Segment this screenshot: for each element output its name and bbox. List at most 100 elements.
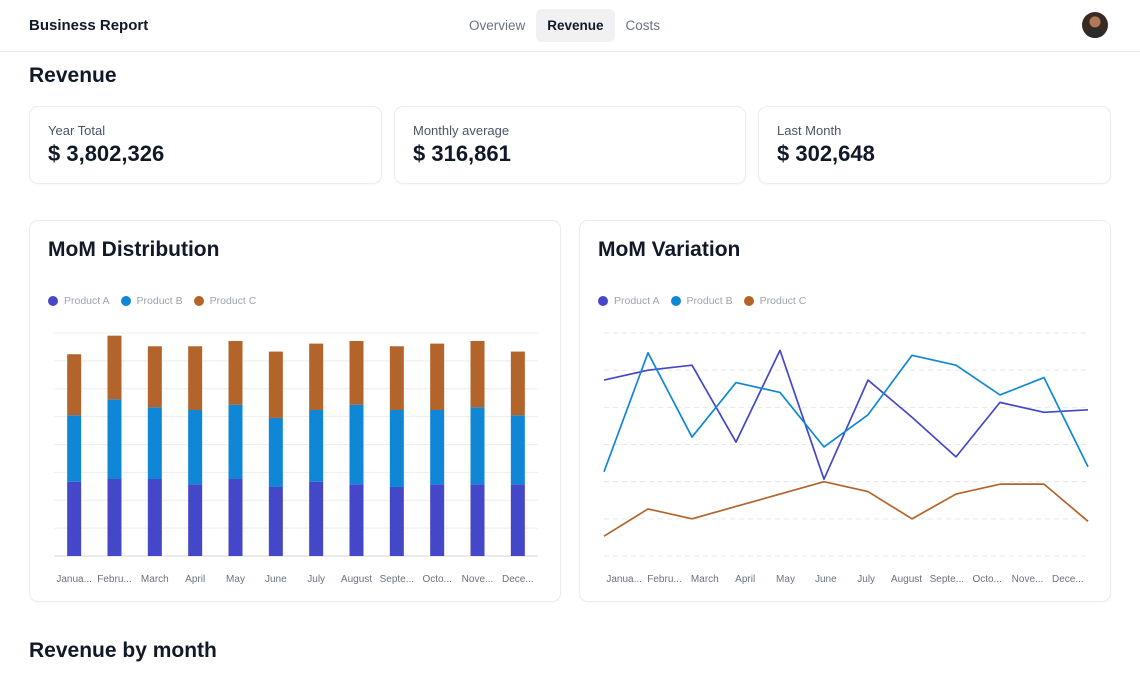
legend-item-product-c[interactable]: Product C [193, 295, 257, 307]
bar-segment [67, 354, 82, 416]
x-tick-label: Janua... [56, 574, 92, 585]
bar-segment [268, 486, 283, 556]
kpi-label: Monthly average [413, 123, 510, 138]
kpi-label: Year Total [48, 123, 106, 138]
legend-swatch [743, 296, 754, 306]
user-avatar[interactable] [1082, 12, 1108, 38]
nav-tabs: Overview Revenue Costs [458, 9, 671, 42]
chart-legend: Product A Product B Product C [598, 295, 817, 307]
legend-swatch [120, 296, 131, 306]
legend-label: Product B [136, 295, 183, 307]
bar-segment [389, 409, 404, 487]
bar-segment [309, 343, 324, 410]
x-tick-label: Nove... [1012, 574, 1044, 585]
bar-segment [389, 346, 404, 410]
kpi-card-monthly-average: Monthly average $ 316,861 [394, 106, 746, 184]
legend-label: Product A [64, 295, 110, 307]
bar-segment [309, 409, 324, 482]
legend-label: Product C [759, 295, 807, 307]
legend-swatch [598, 296, 608, 306]
bar-segment [510, 484, 525, 556]
bar-segment [228, 479, 243, 556]
bar-segment [510, 415, 525, 485]
legend-swatch [193, 296, 204, 306]
series-line [603, 480, 1089, 537]
bar-segment [67, 481, 82, 556]
bar-segment [349, 404, 364, 485]
x-tick-label: Nove... [462, 574, 494, 585]
tab-overview[interactable]: Overview [469, 18, 526, 33]
bar-segment [268, 351, 283, 418]
legend-item-product-a[interactable]: Product A [598, 295, 660, 307]
kpi-card-last-month: Last Month $ 302,648 [758, 106, 1111, 184]
distribution-chart: Janua... Febru... March April May June July Aug… [54, 332, 538, 585]
bar-segment [349, 484, 364, 556]
x-tick-label: Octo... [972, 574, 1001, 585]
x-tick-label: Octo... [422, 574, 451, 585]
section-title-revenue-by-month: Revenue by month [29, 639, 217, 662]
x-tick-label: Septe... [930, 574, 964, 585]
x-tick-label: Septe... [380, 574, 414, 585]
page-title: Revenue [29, 64, 117, 87]
bar-segment [228, 404, 243, 480]
bar-segment [430, 409, 445, 485]
x-tick-label: Dece... [1052, 574, 1084, 585]
x-tick-label: June [265, 574, 287, 585]
legend-item-product-b[interactable]: Product B [120, 295, 183, 307]
series-line [603, 351, 1089, 473]
x-tick-label: April [185, 574, 205, 585]
legend-item-product-c[interactable]: Product C [743, 295, 807, 307]
kpi-value: $ 302,648 [777, 141, 875, 166]
bar-segment [147, 346, 162, 408]
bar-segment [188, 346, 203, 410]
legend-label: Product C [209, 295, 257, 307]
x-tick-label: Janua... [606, 574, 642, 585]
bar-segment [228, 340, 243, 405]
bar-segment [470, 407, 485, 485]
bar-segment [147, 407, 162, 480]
legend-item-product-b[interactable]: Product B [670, 295, 733, 307]
legend-swatch [670, 296, 681, 306]
x-tick-label: March [141, 574, 169, 585]
legend-swatch [48, 296, 58, 306]
bar-segment [147, 479, 162, 556]
series-line [603, 349, 1089, 481]
bar-segment [349, 340, 364, 405]
variation-chart: Janua... Febru... March April May June July Aug… [603, 332, 1089, 585]
bar-segment [430, 343, 445, 410]
legend-item-product-a[interactable]: Product A [48, 295, 110, 307]
brand-title: Business Report [29, 17, 149, 34]
bar-segment [67, 415, 82, 482]
kpi-value: $ 316,861 [413, 141, 511, 166]
bar-segment [107, 335, 122, 400]
bar-segment [470, 484, 485, 556]
tab-revenue[interactable]: Revenue [536, 9, 615, 42]
x-tick-label: Febru... [647, 574, 681, 585]
x-tick-label: Dece... [502, 574, 534, 585]
chart-legend: Product A Product B Product C [48, 295, 267, 307]
legend-label: Product B [686, 295, 733, 307]
kpi-card-year-total: Year Total $ 3,802,326 [29, 106, 382, 184]
variation-chart-card: MoM Variation Product A Product B Produc… [579, 220, 1111, 602]
bar-segment [188, 484, 203, 556]
kpi-label: Last Month [777, 123, 842, 138]
chart-title: MoM Variation [598, 238, 741, 261]
bar-segment [107, 399, 122, 480]
top-bar: Business Report Overview Revenue Costs [0, 0, 1140, 52]
bar-segment [430, 484, 445, 556]
bar-segment [389, 486, 404, 556]
kpi-value: $ 3,802,326 [48, 141, 165, 166]
x-tick-label: June [815, 574, 837, 585]
distribution-chart-card: MoM Distribution Product A Product B Pro… [29, 220, 561, 602]
x-tick-label: Febru... [97, 574, 131, 585]
x-tick-label: May [226, 574, 245, 585]
x-tick-label: July [307, 574, 325, 585]
x-tick-label: July [857, 574, 875, 585]
tab-costs[interactable]: Costs [625, 18, 661, 33]
x-tick-label: May [776, 574, 795, 585]
bar-segment [268, 417, 283, 487]
x-tick-label: April [735, 574, 755, 585]
x-tick-label: August [891, 574, 922, 585]
chart-title: MoM Distribution [48, 238, 220, 261]
bar-segment [107, 479, 122, 556]
